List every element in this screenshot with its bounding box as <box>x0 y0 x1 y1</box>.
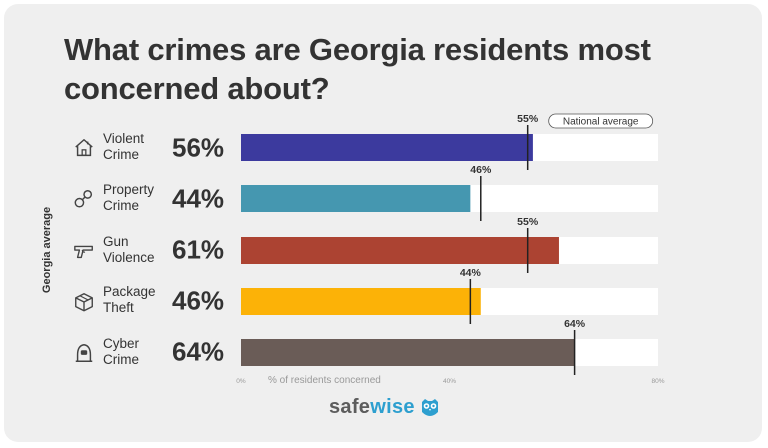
safewise-logo: safewise <box>329 396 415 419</box>
x-axis-label: % of residents concerned <box>268 375 381 386</box>
value-label-violent-crime: 56% <box>172 132 225 163</box>
chart-title: What crimes are Georgia residents most c… <box>64 30 768 108</box>
owl-icon <box>422 399 438 416</box>
category-label-gun-violence: Gun Violence <box>103 234 173 266</box>
logo-text-wise: wise <box>370 396 415 418</box>
category-label-line1: Violent <box>103 131 145 146</box>
x-tick-label: 0% <box>236 378 246 385</box>
category-label-package-theft: Package Theft <box>103 284 173 316</box>
category-label-line2: Crime <box>103 352 139 367</box>
x-tick-label: 80% <box>651 378 664 385</box>
category-label-violent-crime: Violent Crime <box>103 131 173 163</box>
gun-icon <box>74 245 93 259</box>
handcuffs-icon <box>74 190 93 208</box>
hacker-icon <box>75 344 93 362</box>
chart-title-text: What crimes are Georgia residents most c… <box>64 32 651 106</box>
bar <box>241 185 471 212</box>
value-label-property-crime: 44% <box>172 183 225 214</box>
logo-text-safe: safe <box>329 396 371 418</box>
national-average-label: 55% <box>517 216 539 228</box>
category-label-line2: Theft <box>103 300 134 315</box>
category-label-line1: Gun <box>103 234 129 249</box>
category-label-property-crime: Property Crime <box>103 182 173 214</box>
chart-card <box>4 4 762 442</box>
category-label-line1: Property <box>103 182 155 197</box>
package-icon <box>75 293 93 312</box>
house-icon <box>75 139 93 157</box>
category-label-line1: Cyber <box>103 336 140 351</box>
category-label-line2: Violence <box>103 250 155 265</box>
category-label-line2: Crime <box>103 198 139 213</box>
national-average-label: 46% <box>470 164 492 176</box>
national-average-label: 55% <box>517 113 539 125</box>
bar <box>241 134 533 161</box>
bar <box>241 288 481 315</box>
national-average-pill <box>548 113 654 129</box>
national-average-legend-label: National average <box>563 117 639 128</box>
value-label-package-theft: 46% <box>172 285 225 316</box>
national-average-label: 64% <box>564 318 586 330</box>
category-label-cyber-crime: Cyber Crime <box>103 336 173 368</box>
bar <box>241 237 559 264</box>
value-label-gun-violence: 61% <box>172 234 225 265</box>
category-label-line1: Package <box>103 284 156 299</box>
value-label-cyber-crime: 64% <box>172 336 225 367</box>
bar <box>241 339 575 366</box>
category-label-line2: Crime <box>103 147 139 162</box>
national-average-label: 44% <box>460 267 482 279</box>
x-tick-label: 40% <box>443 378 456 385</box>
